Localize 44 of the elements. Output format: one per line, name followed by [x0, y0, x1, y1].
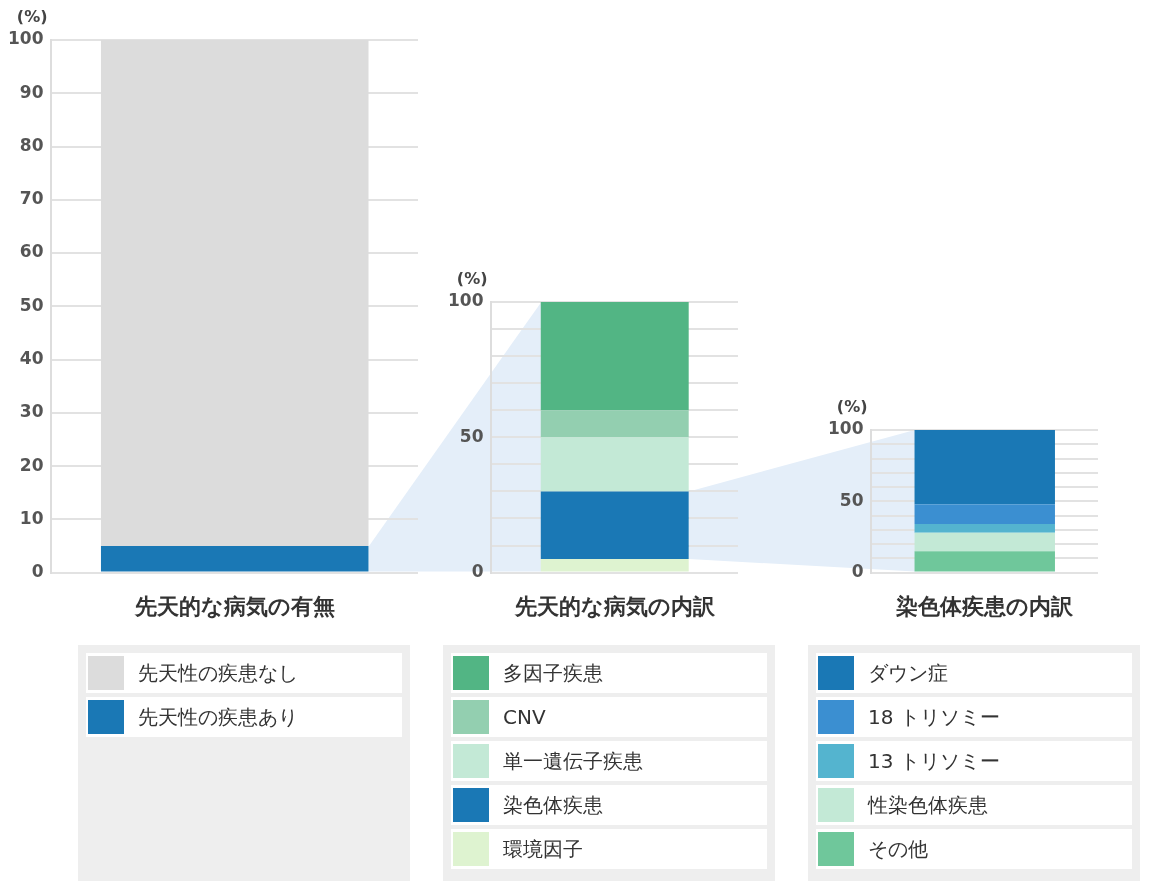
- y-tick-label: 70: [19, 188, 44, 209]
- y-tick-label: 0: [31, 561, 44, 582]
- y-tick-label: 10: [19, 507, 44, 528]
- y-axis-title: (%): [16, 7, 48, 27]
- bar: [914, 524, 1055, 533]
- y-tick-label: 50: [459, 425, 484, 446]
- y-tick-label: 0: [851, 561, 864, 582]
- y-tick-label: 40: [19, 347, 44, 368]
- y-tick-label: 100: [7, 28, 44, 49]
- y-tick-label: 80: [19, 134, 44, 155]
- y-tick-label: 90: [19, 81, 44, 102]
- bar: [914, 430, 1055, 505]
- legend-label: 18 トリソミー: [868, 703, 1000, 731]
- x-axis-title: 染色体疾患の内訳: [895, 593, 1075, 619]
- bar: [914, 551, 1055, 572]
- legend-label: 性染色体疾患: [868, 791, 988, 819]
- x-axis-title: 先天的な病気の内訳: [513, 593, 716, 619]
- legend-label: CNV: [503, 705, 546, 729]
- y-tick-label: 100: [447, 290, 484, 311]
- legend-label: 13 トリソミー: [868, 747, 1000, 775]
- legend-label: 環境因子: [503, 835, 583, 863]
- bar: [914, 532, 1055, 552]
- legend-label: 単一遺伝子疾患: [503, 747, 643, 775]
- y-tick-label: 50: [839, 489, 864, 510]
- legend-label: 先天性の疾患あり: [138, 703, 298, 731]
- y-tick-label: 100: [827, 418, 864, 439]
- bar: [540, 491, 689, 560]
- bar: [540, 559, 689, 572]
- x-axis-title: 先天的な病気の有無: [133, 593, 335, 619]
- y-axis-title: (%): [836, 397, 868, 417]
- legend-label: その他: [868, 835, 928, 863]
- y-axis-title: (%): [456, 269, 488, 289]
- legend-label: 多因子疾患: [503, 659, 603, 687]
- bar: [540, 410, 689, 438]
- legend-label: ダウン症: [868, 659, 948, 687]
- bar: [540, 437, 689, 492]
- y-tick-label: 30: [19, 401, 44, 422]
- y-tick-label: 0: [471, 561, 484, 582]
- bar: [914, 504, 1055, 525]
- y-tick-label: 20: [19, 454, 44, 475]
- y-tick-label: 60: [19, 241, 44, 262]
- y-tick-label: 50: [19, 294, 44, 315]
- legend-label: 先天性の疾患なし: [138, 659, 298, 687]
- legend-label: 染色体疾患: [503, 791, 603, 819]
